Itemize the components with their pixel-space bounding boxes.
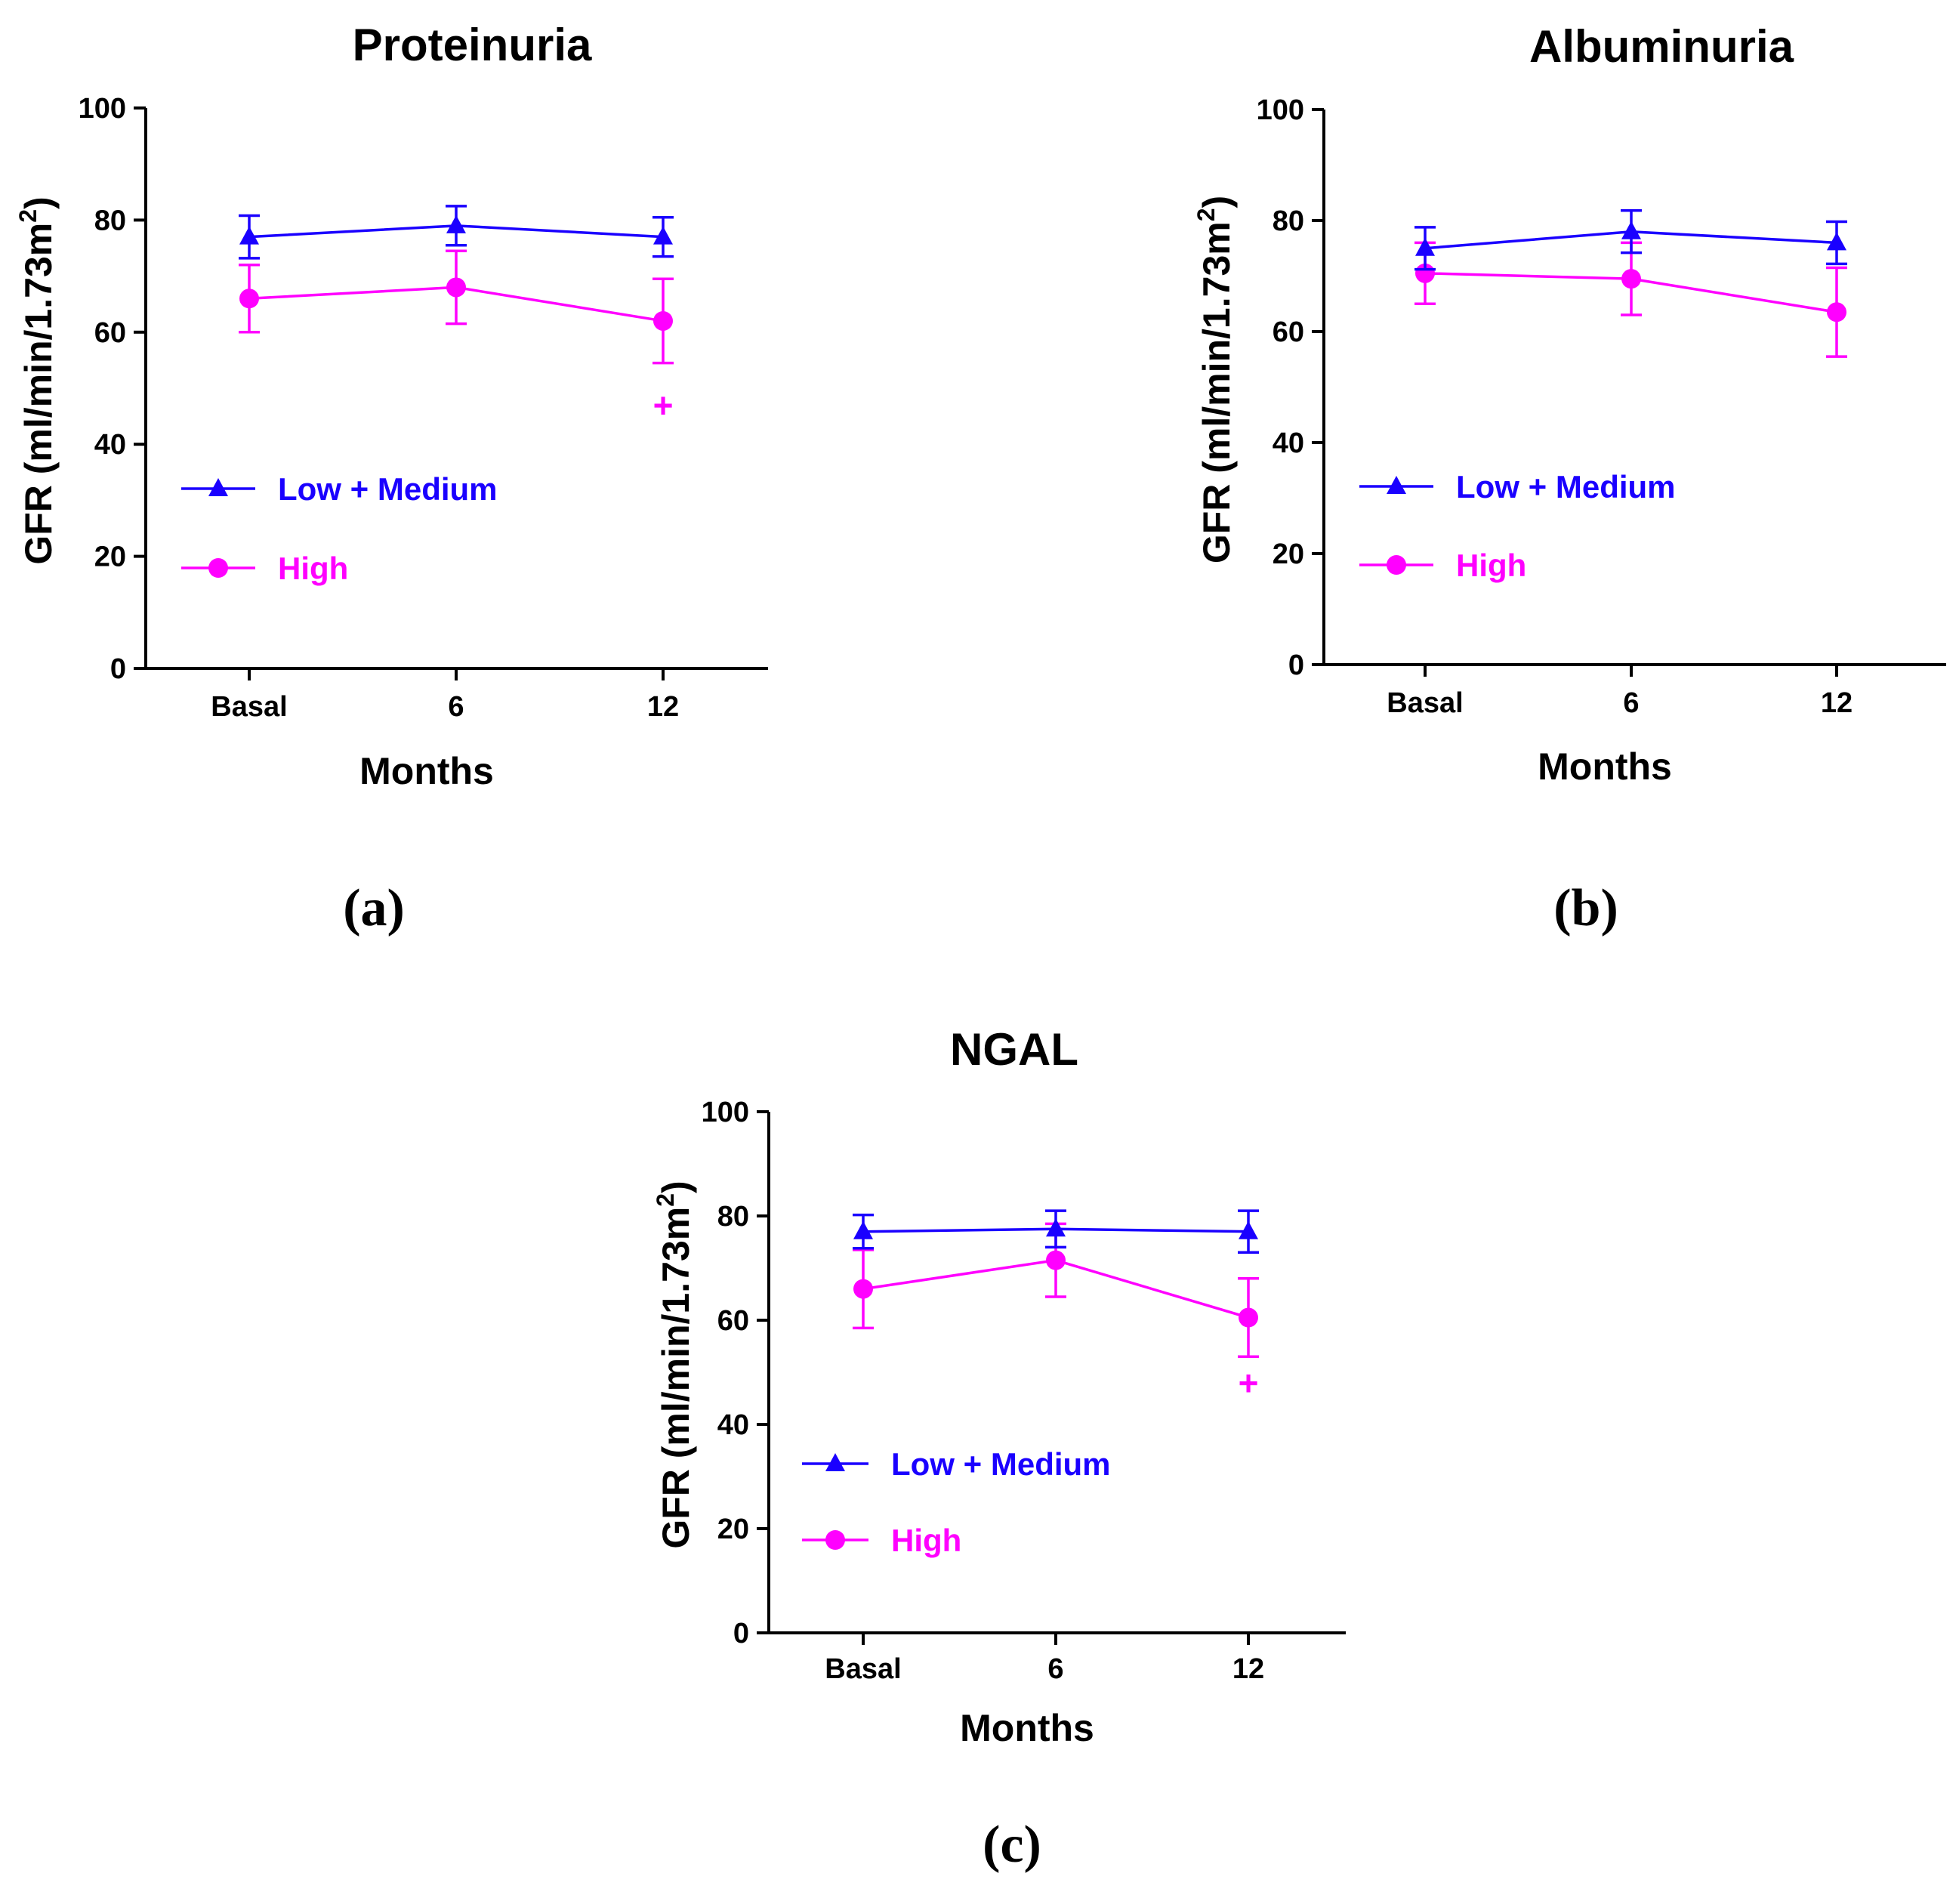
legend-triangle-icon: [208, 478, 228, 496]
y-tick-label: 40: [717, 1409, 749, 1441]
y-axis-label-close: ): [655, 1180, 697, 1193]
data-point: [239, 289, 259, 309]
legend-label-low-medium: Low + Medium: [1456, 469, 1676, 505]
chart-title: Albuminuria: [1529, 21, 1794, 72]
data-point: [1827, 232, 1846, 251]
y-tick-label: 60: [717, 1305, 749, 1337]
series-low-medium: [1414, 209, 1847, 271]
x-tick-label: 12: [647, 691, 679, 723]
y-tick-label: 100: [702, 1097, 749, 1128]
legend-label-low-medium: Low + Medium: [278, 471, 498, 507]
y-tick-label: 40: [94, 429, 126, 461]
chart-1: Albuminuria 0 20 40 60 80 100 Basal 6 12 Months GFR…: [1192, 21, 1946, 937]
y-tick-label: 20: [94, 542, 126, 573]
panel-label: (b): [1553, 879, 1618, 937]
chart-title: NGAL: [950, 1024, 1078, 1075]
legend-label-low-medium: Low + Medium: [891, 1446, 1111, 1482]
legend-circle-icon: [825, 1530, 845, 1550]
series-low-medium: [239, 205, 674, 260]
x-tick-label: 6: [1623, 687, 1639, 719]
data-point: [853, 1220, 873, 1239]
series-low-medium: [853, 1209, 1259, 1254]
data-point: [1827, 302, 1846, 322]
data-point: [446, 214, 466, 233]
y-tick-label: 100: [79, 93, 126, 125]
x-tick-label: Basal: [211, 691, 287, 723]
data-point: [853, 1279, 873, 1299]
y-axis-label-main: GFR (ml/min/1.73m: [17, 223, 60, 565]
data-point: [653, 310, 673, 331]
data-point: [1415, 237, 1435, 256]
chart-0: Proteinuria 0 20 40 60 80 100 Basal 6 12 Months GFR…: [14, 20, 768, 937]
x-axis-label: Months: [359, 750, 494, 792]
panel-label: (a): [343, 879, 405, 937]
y-axis-label-sup: 2: [1192, 208, 1220, 221]
y-tick-label: 60: [94, 317, 126, 349]
y-axis-label-sup: 2: [652, 1193, 679, 1207]
legend: Low + Medium High: [802, 1446, 1111, 1558]
data-point: [239, 226, 259, 245]
y-tick-label: 80: [94, 205, 126, 236]
y-axis-label-main: GFR (ml/min/1.73m: [655, 1207, 697, 1549]
y-tick-label: 20: [1273, 538, 1304, 570]
y-tick-label: 20: [717, 1514, 749, 1545]
significance-marker: +: [653, 385, 674, 424]
chart-2: NGAL 0 20 40 60 80 100 Basal 6 12 Months GFR (ml/mi…: [652, 1024, 1346, 1874]
y-axis-label-close: ): [17, 196, 60, 209]
data-point: [1239, 1220, 1258, 1239]
chart-title: Proteinuria: [353, 20, 592, 70]
y-tick-label: 60: [1273, 316, 1304, 348]
y-tick-label: 0: [1288, 650, 1304, 681]
legend-label-high: High: [891, 1523, 961, 1558]
y-axis-label: GFR (ml/min/1.73m2): [652, 1180, 697, 1548]
x-tick-label: Basal: [1387, 687, 1463, 719]
x-axis-label: Months: [960, 1707, 1094, 1749]
data-point: [1621, 269, 1641, 289]
y-axis-label-close: ): [1195, 196, 1238, 208]
legend-circle-icon: [208, 558, 228, 578]
y-tick-label: 100: [1257, 94, 1304, 126]
legend-circle-icon: [1387, 555, 1406, 575]
x-tick-label: 12: [1232, 1653, 1264, 1685]
legend: Low + Medium High: [181, 471, 498, 586]
series-high: [1414, 241, 1847, 358]
data-point: [446, 277, 466, 298]
y-tick-label: 80: [1273, 205, 1304, 237]
data-point: [1621, 221, 1641, 239]
legend-triangle-icon: [825, 1453, 845, 1471]
x-tick-label: 12: [1821, 687, 1853, 719]
x-tick-label: Basal: [825, 1653, 901, 1685]
x-axis-label: Months: [1538, 745, 1672, 788]
data-point: [1046, 1250, 1066, 1270]
series-high: [239, 249, 674, 365]
y-axis-label-sup: 2: [14, 209, 42, 223]
significance-marker: +: [1239, 1363, 1259, 1403]
data-point: [1046, 1218, 1066, 1237]
data-point: [653, 226, 673, 245]
y-tick-label: 0: [110, 653, 126, 685]
legend: Low + Medium High: [1359, 469, 1676, 583]
y-tick-label: 0: [733, 1618, 749, 1649]
legend-label-high: High: [1456, 548, 1526, 583]
y-axis-label: GFR (ml/min/1.73m2): [1192, 196, 1238, 563]
x-tick-label: 6: [448, 691, 464, 723]
y-tick-label: 80: [717, 1201, 749, 1233]
y-tick-label: 40: [1273, 427, 1304, 459]
y-axis-label-main: GFR (ml/min/1.73m: [1195, 221, 1238, 563]
data-point: [1239, 1307, 1258, 1328]
panel-label: (c): [983, 1816, 1041, 1874]
legend-triangle-icon: [1387, 476, 1406, 494]
y-axis-label: GFR (ml/min/1.73m2): [14, 196, 60, 564]
legend-label-high: High: [278, 551, 348, 586]
x-tick-label: 6: [1047, 1653, 1063, 1685]
